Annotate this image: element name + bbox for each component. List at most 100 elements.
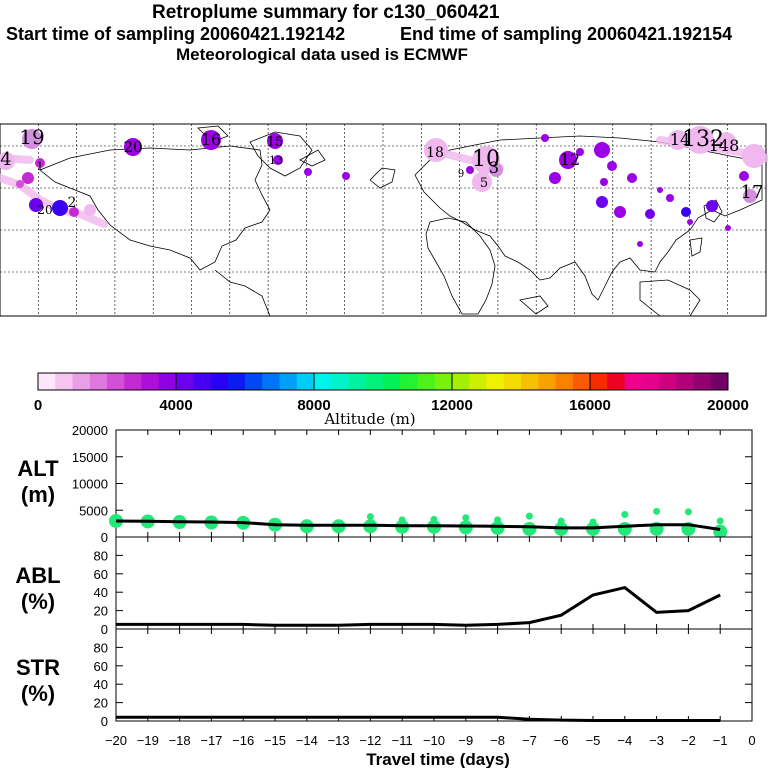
colorbar-swatch — [417, 373, 436, 390]
colorbar-swatch — [210, 373, 229, 390]
plume-blob — [607, 161, 617, 171]
x-tick-label: −8 — [490, 733, 505, 748]
plume-blob — [666, 194, 674, 202]
alt-point — [653, 507, 661, 515]
x-tick-label: −14 — [296, 733, 318, 748]
colorbar-swatch — [555, 373, 574, 390]
y-tick-label: 80 — [94, 548, 108, 563]
y-tick-label: 5000 — [79, 503, 108, 518]
colorbar-swatch — [279, 373, 298, 390]
colorbar-tick-label: 12000 — [431, 397, 473, 414]
plume-blob — [594, 142, 610, 158]
colorbar-swatch — [176, 373, 194, 390]
plume-blob — [743, 189, 757, 203]
plume-blob — [657, 187, 663, 193]
coastline — [519, 295, 549, 315]
colorbar-swatch — [693, 373, 712, 390]
alt-point — [398, 516, 406, 524]
plume-blob — [687, 219, 693, 225]
colorbar-swatch — [296, 373, 315, 390]
colorbar-swatch — [158, 373, 177, 390]
map-day-label: 14 — [670, 130, 690, 149]
plume-blob — [304, 168, 312, 176]
x-tick-label: −17 — [200, 733, 222, 748]
map-day-label: 10 — [472, 147, 500, 172]
x-tick-label: −7 — [522, 733, 537, 748]
y-tick-label: 20 — [94, 604, 108, 619]
panel-unit: (m) — [21, 482, 55, 507]
chart-title: Retroplume summary for c130_060421 — [152, 2, 500, 23]
colorbar-swatch — [641, 373, 660, 390]
alt-point — [621, 511, 629, 519]
map-day-label: 13 — [269, 154, 283, 167]
colorbar-swatch — [72, 373, 91, 390]
y-tick-label: 0 — [101, 622, 108, 637]
plume-blob — [466, 166, 474, 174]
x-tick-label: −15 — [264, 733, 286, 748]
colorbar-swatch — [193, 373, 211, 390]
map-day-label: 5 — [480, 176, 488, 191]
plume-blob — [627, 173, 637, 183]
alt-point — [430, 515, 438, 523]
map-day-label: 17 — [741, 182, 764, 203]
x-tick-label: −1 — [713, 733, 728, 748]
plume-blob — [472, 172, 492, 192]
colorbar-swatch — [486, 373, 505, 390]
met-data-text: Meteorological data used is ECMWF — [176, 45, 468, 64]
colorbar-swatch — [365, 373, 384, 390]
alt-point — [684, 508, 692, 516]
panel-label: ALT — [17, 456, 59, 481]
x-tick-label: −10 — [423, 733, 445, 748]
alt-point — [462, 514, 470, 522]
map-day-label: 4 — [0, 149, 11, 170]
map-day-label: 3 — [489, 158, 499, 177]
map-day-label: 9 — [458, 169, 464, 180]
colorbar-swatch — [348, 373, 367, 390]
coastline — [214, 269, 271, 317]
map-day-label: 2 — [68, 195, 77, 211]
colorbar-swatch — [314, 373, 332, 390]
alt-point — [589, 518, 597, 526]
y-tick-label: 10000 — [72, 477, 108, 492]
coastline — [639, 279, 701, 317]
plume-blob — [614, 206, 626, 218]
panel-frame — [115, 536, 753, 630]
plume-blob — [35, 158, 45, 168]
map-day-label: 132 — [682, 127, 724, 152]
plume-blob — [706, 200, 718, 212]
altitude-colorbar: 0 4000 8000 12000 16000 20000 Altitude (m) — [34, 372, 749, 428]
plume-blob — [596, 196, 608, 208]
plume-blob — [69, 207, 79, 217]
colorbar-swatch — [710, 373, 729, 390]
plume-blob — [725, 225, 731, 231]
colorbar-swatch — [521, 373, 539, 390]
x-tick-label: −11 — [392, 733, 413, 748]
colorbar-swatch — [141, 373, 160, 390]
alt-point — [494, 516, 502, 524]
map-day-label: 1 — [37, 160, 44, 173]
plume-blob — [52, 200, 68, 216]
plume-blob — [0, 152, 15, 170]
colorbar-swatch — [55, 373, 73, 390]
colorbar-swatch — [469, 373, 487, 390]
x-tick-label: −5 — [586, 733, 601, 748]
plume-blob — [267, 133, 283, 149]
panel-unit: (%) — [21, 681, 55, 706]
map-day-label: 15 — [267, 135, 284, 150]
colorbar-swatch — [434, 373, 453, 390]
y-tick-label: 60 — [94, 567, 108, 582]
colorbar-swatch — [676, 373, 694, 390]
map-day-label: 18 — [426, 145, 444, 161]
x-tick-label: −12 — [359, 733, 381, 748]
map-day-label: 12 — [560, 150, 580, 169]
plume-blob — [686, 126, 714, 154]
map-day-label: 16 — [201, 130, 221, 149]
panel-alt: 0 5000 10000 15000 20000 ALT(m) — [17, 423, 753, 545]
time-series-panels: 05000100001500020000ALT(m)020406080ABL(%… — [15, 423, 755, 768]
y-tick-label: 15000 — [72, 450, 108, 465]
panel-unit: (%) — [21, 589, 55, 614]
x-tick-label: −18 — [169, 733, 191, 748]
plume-blob — [489, 163, 503, 177]
colorbar-swatch — [89, 373, 108, 390]
x-tick-label: 0 — [748, 733, 755, 748]
